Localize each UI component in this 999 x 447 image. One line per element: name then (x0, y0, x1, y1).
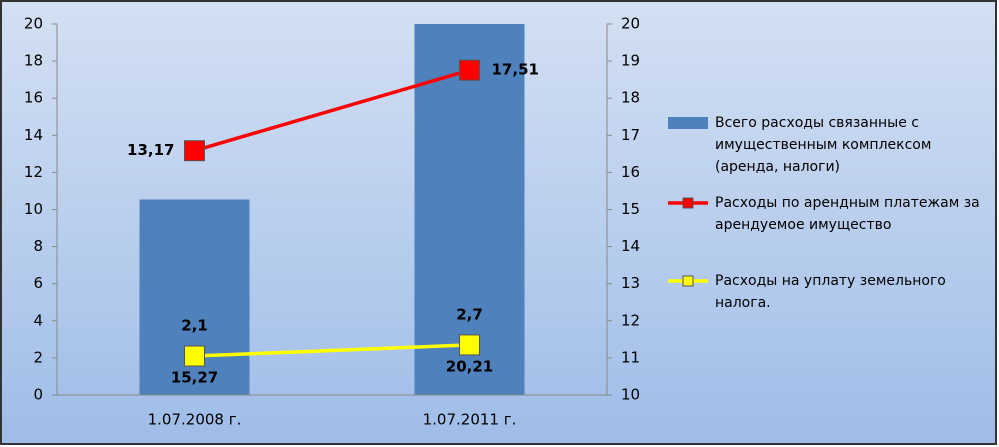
y-tick-label: 0 (33, 386, 43, 404)
line (194, 68, 470, 153)
data-label: 2,1 (181, 317, 208, 335)
data-label: 20,21 (446, 357, 493, 375)
y-tick-label: 20 (24, 15, 43, 33)
y2-tick-label: 14 (621, 237, 640, 255)
data-label: 17,51 (492, 61, 539, 79)
legend-label: Расходы на уплату земельного налога. (715, 273, 946, 311)
marker (459, 334, 480, 356)
y-tick-label: 6 (33, 274, 43, 292)
y-tick-label: 4 (33, 311, 43, 329)
x-tick-label: 1.07.2008 г. (148, 411, 242, 429)
marker (459, 59, 480, 81)
x-tick-label: 1.07.2011 г. (423, 411, 517, 429)
y2-tick-label: 17 (621, 126, 640, 144)
legend-label: Расходы по арендным платежам за арендуем… (715, 195, 980, 233)
data-label: 13,17 (127, 141, 174, 159)
y-tick-label: 16 (24, 89, 43, 107)
y2-tick-label: 20 (621, 15, 640, 33)
legend-swatch (668, 117, 708, 129)
data-label: 15,27 (171, 369, 218, 387)
legend-marker (682, 275, 694, 287)
y2-tick-label: 15 (621, 200, 640, 218)
y2-tick-label: 11 (621, 348, 640, 366)
legend-label: Всего расходы связанные с имущественным … (715, 115, 932, 175)
y2-tick-label: 18 (621, 89, 640, 107)
y-tick-label: 8 (33, 237, 43, 255)
y2-tick-label: 16 (621, 163, 640, 181)
marker (184, 345, 205, 367)
marker (184, 140, 205, 162)
bar (414, 24, 525, 395)
y2-tick-label: 12 (621, 311, 640, 329)
y-tick-label: 18 (24, 52, 43, 70)
y2-tick-label: 13 (621, 274, 640, 292)
line (194, 343, 470, 358)
y-tick-label: 12 (24, 163, 43, 181)
data-label: 2,7 (456, 305, 483, 323)
legend-marker (682, 197, 694, 209)
y2-tick-label: 10 (621, 386, 640, 404)
y-tick-label: 10 (24, 200, 43, 218)
y2-tick-label: 19 (621, 52, 640, 70)
y-tick-label: 14 (24, 126, 43, 144)
y-tick-label: 2 (33, 348, 43, 366)
